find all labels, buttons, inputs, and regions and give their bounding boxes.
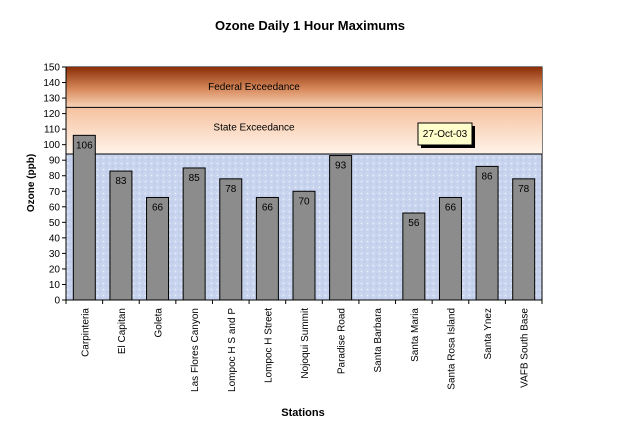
y-tick-label-90: 90	[49, 156, 61, 167]
x-tick-label-12: VAFB South Base	[520, 308, 531, 388]
bar-3	[182, 167, 206, 301]
y-tick-label-30: 30	[49, 249, 61, 260]
bar-11	[475, 165, 499, 301]
data-label-11: 86	[482, 171, 494, 182]
x-tick-label-9: Santa Maria	[410, 308, 421, 362]
bar-1	[109, 170, 133, 301]
y-tick-label-0: 0	[54, 296, 60, 307]
chart-title: Ozone Daily 1 Hour Maximums	[215, 18, 405, 33]
x-axis-label: Stations	[281, 407, 324, 419]
x-tick-label-1: El Capitan	[117, 308, 128, 354]
data-label-3: 85	[189, 173, 201, 184]
data-label-0: 106	[76, 140, 93, 151]
y-tick-label-150: 150	[43, 63, 60, 74]
federal-exceedance-band	[66, 67, 542, 108]
y-tick-label-20: 20	[49, 264, 61, 275]
bars-group	[72, 134, 536, 301]
y-tick-label-40: 40	[49, 233, 61, 244]
data-label-10: 66	[445, 202, 457, 213]
bar-0	[72, 134, 96, 301]
bar-4	[219, 178, 243, 301]
y-tick-label-140: 140	[43, 78, 60, 89]
y-tick-label-60: 60	[49, 202, 61, 213]
y-tick-label-110: 110	[44, 125, 60, 136]
y-tick-label-80: 80	[49, 171, 61, 182]
y-tick-label-10: 10	[49, 280, 61, 291]
data-label-1: 83	[115, 176, 127, 187]
bar-12	[512, 178, 536, 301]
x-tick-label-3: Las Flores Canyon	[190, 308, 201, 392]
x-tick-label-7: Paradise Road	[337, 308, 348, 374]
state-exceedance-label: State Exceedance	[213, 123, 295, 134]
bar-6	[292, 190, 316, 301]
x-tick-label-10: Santa Rosa Island	[446, 308, 457, 390]
x-tick-label-11: Santa Ynez	[483, 308, 494, 360]
federal-exceedance-label: Federal Exceedance	[208, 82, 300, 93]
data-label-4: 78	[225, 184, 237, 195]
data-label-7: 93	[335, 161, 347, 172]
y-tick-label-130: 130	[43, 94, 60, 105]
x-axis-ticks: Carpinteria El Capitan Goleta Las Flores Ca…	[65, 300, 543, 392]
x-tick-label-4: Lompoc H S and P	[227, 308, 238, 392]
data-label-12: 78	[518, 184, 530, 195]
x-tick-label-5: Lompoc H Street	[263, 308, 274, 383]
data-label-6: 70	[298, 196, 310, 207]
data-labels-group: 106 83 66 85 78 66 70 93 56 66 86 78	[76, 140, 530, 229]
date-annotation: 27-Oct-03	[417, 122, 475, 148]
y-tick-label-120: 120	[43, 109, 60, 120]
y-tick-label-70: 70	[49, 187, 61, 198]
y-axis-label: Ozone (ppb)	[26, 154, 37, 212]
data-label-5: 66	[262, 202, 274, 213]
x-tick-label-2: Goleta	[154, 308, 165, 338]
x-tick-label-8: Santa Barbara	[373, 308, 384, 373]
data-label-9: 56	[408, 218, 420, 229]
data-label-2: 66	[152, 202, 164, 213]
y-tick-label-50: 50	[49, 218, 61, 229]
y-axis-ticks: 0 10 20 30 40 50 60 70 80 90 100 110 120 130 140 150	[43, 63, 66, 307]
x-tick-label-6: Nojoqui Summit	[300, 308, 311, 379]
y-tick-label-100: 100	[43, 140, 60, 151]
x-tick-label-0: Carpinteria	[80, 308, 91, 357]
bar-7	[329, 155, 353, 301]
date-annotation-text: 27-Oct-03	[423, 129, 468, 140]
